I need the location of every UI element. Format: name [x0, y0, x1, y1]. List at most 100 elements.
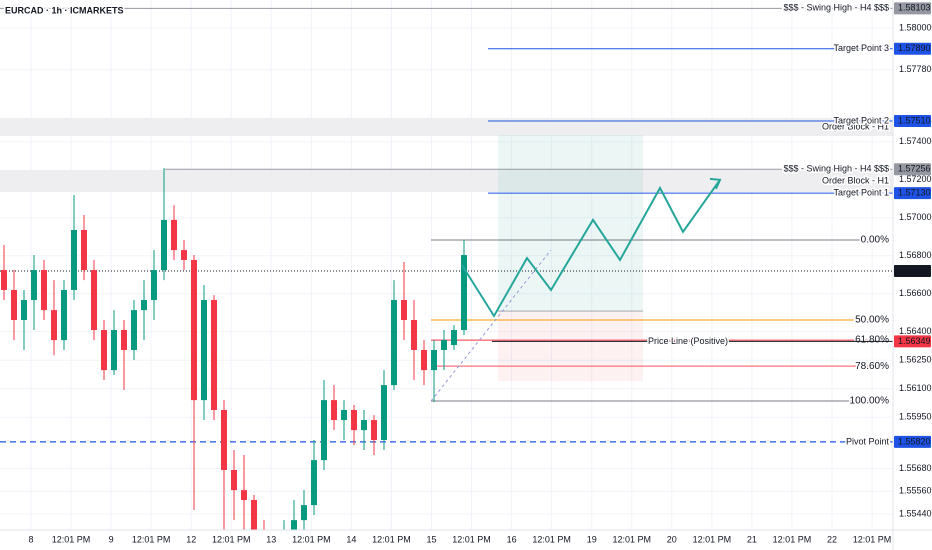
x-tick-label: 12:01 PM [132, 534, 171, 544]
x-tick-label: 20 [667, 534, 677, 544]
candle-body [1, 270, 7, 290]
candle-body [191, 259, 197, 401]
y-tick-label: 1.57200 [899, 174, 932, 184]
x-tick-label: 22 [827, 534, 837, 544]
y-tick-label: 1.56400 [899, 326, 932, 336]
price-tag [894, 114, 931, 127]
candle-body [111, 330, 117, 371]
candle-body [311, 460, 317, 506]
price-tag [894, 2, 931, 15]
price-tag-label: 1.57510 [898, 115, 931, 125]
candle-body [391, 300, 397, 386]
fib-label: 61.80% [855, 335, 889, 346]
x-tick-label: 9 [109, 534, 114, 544]
x-tick-label: 21 [747, 534, 757, 544]
position-profit [498, 135, 643, 312]
candle-body [251, 499, 257, 530]
candle-body [201, 300, 207, 401]
candle-body [21, 300, 27, 320]
candle-body [51, 310, 57, 341]
candle-body [461, 255, 467, 331]
candle-body [151, 270, 157, 301]
x-tick-label: 12:01 PM [612, 534, 651, 544]
fib-label: 100.00% [850, 396, 890, 407]
x-tick-label: 14 [346, 534, 356, 544]
candle-body [221, 409, 227, 470]
y-tick-label: 1.57400 [899, 136, 932, 146]
projection-arrow [709, 177, 722, 190]
candle-body [411, 319, 417, 350]
level-label: Target Point 3 [833, 43, 889, 53]
position-loss [498, 311, 643, 382]
order-block [0, 169, 893, 192]
x-tick-label: 12:01 PM [212, 534, 251, 544]
x-tick-label: 8 [28, 534, 33, 544]
candle-body [231, 469, 237, 491]
candle-body [141, 300, 147, 311]
price-tag-label: 1.56349 [898, 336, 931, 346]
candle-body [101, 330, 107, 371]
candle-body [211, 300, 217, 410]
order-block [0, 117, 893, 136]
fib-label: 0.00% [861, 235, 889, 246]
candle-body [241, 490, 247, 500]
candle-body [81, 229, 87, 271]
x-tick-label: 16 [507, 534, 517, 544]
candle-body [11, 289, 17, 320]
x-tick-label: 12:01 PM [853, 534, 892, 544]
y-tick-label: 1.57000 [899, 212, 932, 222]
candle-body [31, 270, 37, 301]
x-tick-label: 12:01 PM [773, 534, 812, 544]
current-price-label: 31:14 [898, 265, 921, 275]
candle-body [441, 340, 447, 350]
price-tag [894, 42, 931, 55]
x-tick-label: 13 [266, 534, 276, 544]
candle-body [121, 330, 127, 350]
price-tag-label: 1.57256 [898, 164, 931, 174]
price-tag [894, 163, 931, 176]
x-tick-label: 19 [587, 534, 597, 544]
x-tick-label: 12:01 PM [452, 534, 491, 544]
candle-body [301, 505, 307, 521]
candle-body [71, 229, 77, 290]
y-tick-label: 1.56600 [899, 288, 932, 298]
order-block-label: Order Block - H1 [822, 121, 889, 131]
fib-label: 50.00% [855, 315, 889, 326]
projection-path [461, 179, 721, 318]
axes: 1.580001.577801.575001.574001.572001.570… [28, 2, 932, 544]
price-tag [894, 335, 931, 348]
price-tag [894, 435, 931, 448]
x-tick-label: 12:01 PM [532, 534, 571, 544]
y-tick-label: 1.55680 [899, 463, 932, 473]
current-price-tag [894, 264, 931, 277]
candle-body [431, 349, 437, 371]
candle-body [91, 270, 97, 331]
y-tick-label: 1.55440 [899, 508, 932, 518]
y-tick-label: 1.58000 [899, 22, 932, 32]
candle-body [381, 385, 387, 440]
candle-body [181, 250, 187, 260]
price-tag-label: 1.57130 [898, 187, 931, 197]
y-tick-label: 1.55950 [899, 412, 932, 422]
y-tick-label: 1.55560 [899, 486, 932, 496]
level-label: Target Point 1 [833, 187, 889, 197]
candle-body [401, 300, 407, 320]
candle-body [421, 349, 427, 371]
level-label: $$$ - Swing High - H4 $$$ [783, 164, 889, 174]
plot-area: Order Block - H1 Order Block - H1 0.00% 50.… [0, 0, 893, 530]
price-tag-label: 1.58103 [898, 3, 931, 13]
x-tick-label: 12:01 PM [372, 534, 411, 544]
candle-body [161, 219, 167, 271]
candle-body [451, 330, 457, 346]
y-tick-label: 1.56250 [899, 355, 932, 365]
y-tick-label: 1.57780 [899, 64, 932, 74]
x-tick-label: 12 [186, 534, 196, 544]
x-tick-label: 15 [426, 534, 436, 544]
level-label: Price Line (Positive) [648, 336, 728, 346]
y-tick-label: 1.56800 [899, 250, 932, 260]
candle-body [61, 289, 67, 341]
candle-body [331, 400, 337, 421]
candle-body [171, 219, 177, 251]
order-block-label: Order Block - H1 [822, 175, 889, 185]
